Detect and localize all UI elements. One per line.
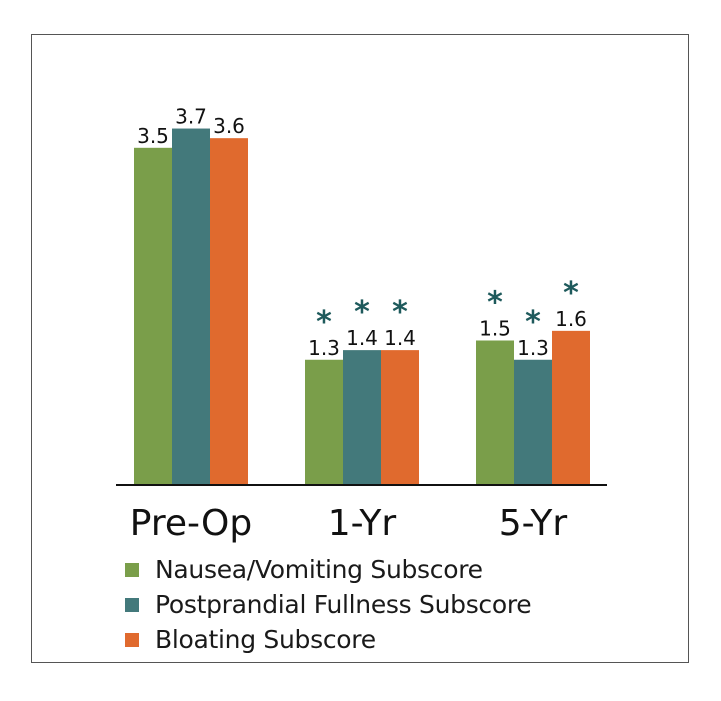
legend-label: Postprandial Fullness Subscore (155, 590, 532, 619)
bar (172, 128, 210, 485)
significance-markers-layer: * * * * * * (316, 276, 579, 340)
x-tick-labels-layer: Pre-Op 1-Yr 5-Yr (130, 503, 568, 544)
bar (514, 359, 552, 485)
data-label: 3.5 (137, 124, 169, 148)
legend-swatch (125, 597, 139, 612)
significance-marker: * (354, 295, 370, 330)
bar (476, 340, 514, 485)
x-tick-label: 1-Yr (328, 503, 397, 544)
bar (210, 138, 248, 486)
significance-marker: * (525, 305, 541, 340)
significance-marker: * (316, 305, 332, 340)
legend: Nausea/Vomiting Subscore Postprandial Fu… (125, 552, 532, 657)
significance-marker: * (392, 295, 408, 330)
significance-marker: * (563, 276, 579, 311)
data-label: 3.7 (175, 105, 207, 129)
bar (381, 350, 419, 485)
chart-frame (31, 34, 689, 663)
significance-marker: * (487, 285, 503, 320)
legend-label: Nausea/Vomiting Subscore (155, 555, 483, 584)
bar (343, 350, 381, 485)
legend-item: Postprandial Fullness Subscore (125, 587, 532, 622)
data-label: 3.6 (213, 114, 245, 138)
legend-swatch (125, 632, 139, 647)
legend-swatch (125, 562, 139, 577)
data-label: 1.4 (384, 326, 416, 350)
data-label: 1.5 (479, 316, 511, 340)
x-tick-label: Pre-Op (130, 503, 252, 544)
value-labels-layer: 3.53.7 3.61.3 1.4 1.4 1.51.31.6 (137, 105, 587, 360)
data-label: 1.4 (346, 326, 378, 350)
x-tick-label: 5-Yr (499, 503, 568, 544)
bar (305, 359, 343, 485)
bars-layer (134, 128, 590, 486)
data-label: 1.6 (555, 307, 587, 331)
data-label: 1.3 (517, 336, 549, 360)
data-label: 1.3 (308, 336, 340, 360)
bar (134, 147, 172, 485)
legend-label: Bloating Subscore (155, 625, 376, 654)
legend-item: Bloating Subscore (125, 622, 531, 657)
bar (552, 330, 590, 485)
legend-item: Nausea/Vomiting Subscore (125, 552, 531, 587)
